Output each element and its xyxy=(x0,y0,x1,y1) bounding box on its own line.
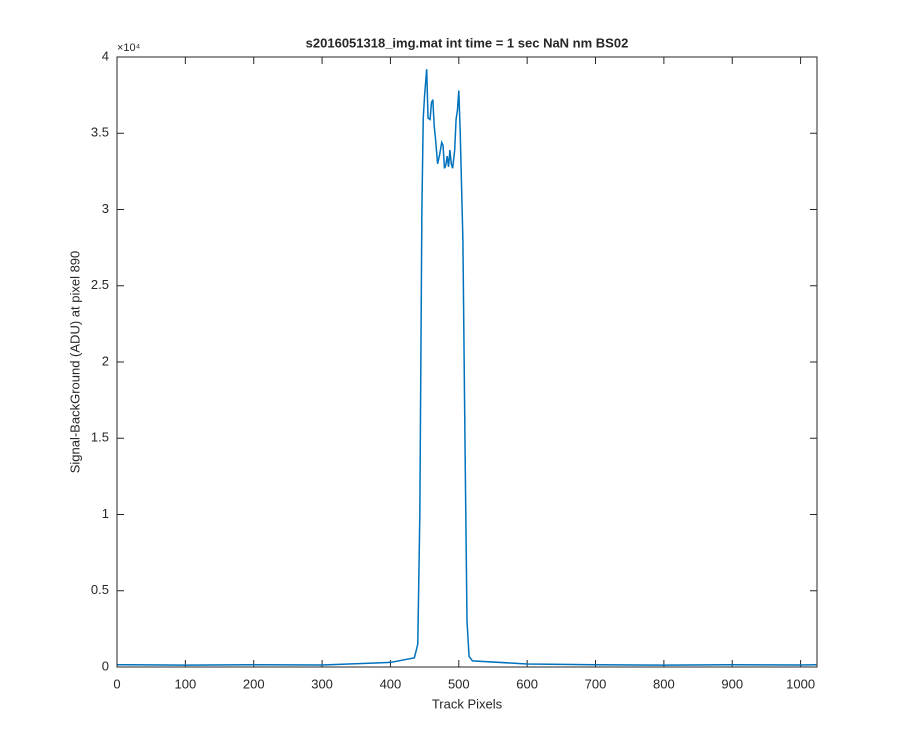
x-tick-label: 700 xyxy=(585,676,607,691)
y-tick-label: 0.5 xyxy=(91,582,109,597)
x-tick-label: 400 xyxy=(380,676,402,691)
x-tick-label: 900 xyxy=(721,676,743,691)
x-tick-label: 200 xyxy=(243,676,265,691)
x-tick-label: 500 xyxy=(448,676,470,691)
y-tick-label: 2.5 xyxy=(91,277,109,292)
x-tick-label: 300 xyxy=(311,676,333,691)
x-tick-label: 0 xyxy=(113,676,120,691)
x-tick-label: 1000 xyxy=(786,676,815,691)
y-axis-label: Signal-BackGround (ADU) at pixel 890 xyxy=(67,251,82,474)
y-tick-label: 1 xyxy=(102,506,109,521)
x-axis-label: Track Pixels xyxy=(432,696,503,711)
y-tick-label: 1.5 xyxy=(91,430,109,445)
y-tick-label: 3.5 xyxy=(91,125,109,140)
x-tick-label: 100 xyxy=(175,676,197,691)
y-exponent-label: ×10⁴ xyxy=(117,42,141,54)
y-tick-label: 0 xyxy=(102,658,109,673)
x-tick-label: 600 xyxy=(516,676,538,691)
chart-title: s2016051318_img.mat int time = 1 sec NaN… xyxy=(306,35,629,50)
y-tick-label: 4 xyxy=(102,48,109,63)
y-tick-label: 2 xyxy=(102,353,109,368)
y-tick-label: 3 xyxy=(102,201,109,216)
data-line xyxy=(116,69,817,666)
x-tick-label: 800 xyxy=(653,676,675,691)
axes-box xyxy=(116,56,818,668)
